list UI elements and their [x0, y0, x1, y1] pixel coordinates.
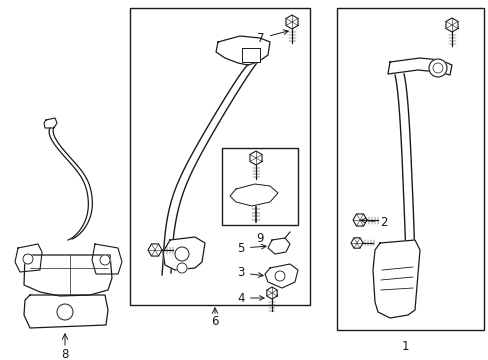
Polygon shape	[24, 255, 112, 296]
Circle shape	[23, 254, 33, 264]
Polygon shape	[229, 184, 278, 206]
Polygon shape	[445, 18, 457, 32]
Text: 5: 5	[237, 242, 265, 255]
Bar	[130, 8, 309, 305]
Text: 9: 9	[256, 232, 263, 245]
Polygon shape	[387, 58, 451, 75]
Polygon shape	[163, 237, 204, 270]
Polygon shape	[285, 15, 298, 29]
Polygon shape	[242, 48, 260, 62]
Circle shape	[57, 304, 73, 320]
Polygon shape	[249, 151, 262, 165]
Text: 4: 4	[237, 292, 264, 305]
Circle shape	[274, 271, 285, 281]
Text: 1: 1	[401, 340, 408, 353]
Circle shape	[100, 255, 110, 265]
Text: 8: 8	[61, 348, 68, 360]
Polygon shape	[264, 264, 297, 288]
Polygon shape	[92, 244, 122, 274]
Polygon shape	[44, 118, 57, 128]
Text: 7: 7	[257, 30, 287, 45]
Circle shape	[432, 63, 442, 73]
Bar	[336, 8, 483, 330]
Circle shape	[177, 263, 186, 273]
Polygon shape	[266, 287, 277, 299]
Polygon shape	[350, 238, 362, 248]
Circle shape	[175, 247, 189, 261]
Polygon shape	[24, 295, 108, 328]
Polygon shape	[15, 244, 42, 272]
Polygon shape	[216, 36, 269, 65]
Circle shape	[428, 59, 446, 77]
Bar	[222, 148, 297, 225]
Polygon shape	[148, 244, 162, 256]
Polygon shape	[267, 238, 289, 254]
Text: 2: 2	[360, 216, 386, 229]
Polygon shape	[352, 214, 366, 226]
Text: 3: 3	[237, 266, 263, 279]
Text: 6: 6	[211, 315, 218, 328]
Polygon shape	[372, 240, 419, 318]
